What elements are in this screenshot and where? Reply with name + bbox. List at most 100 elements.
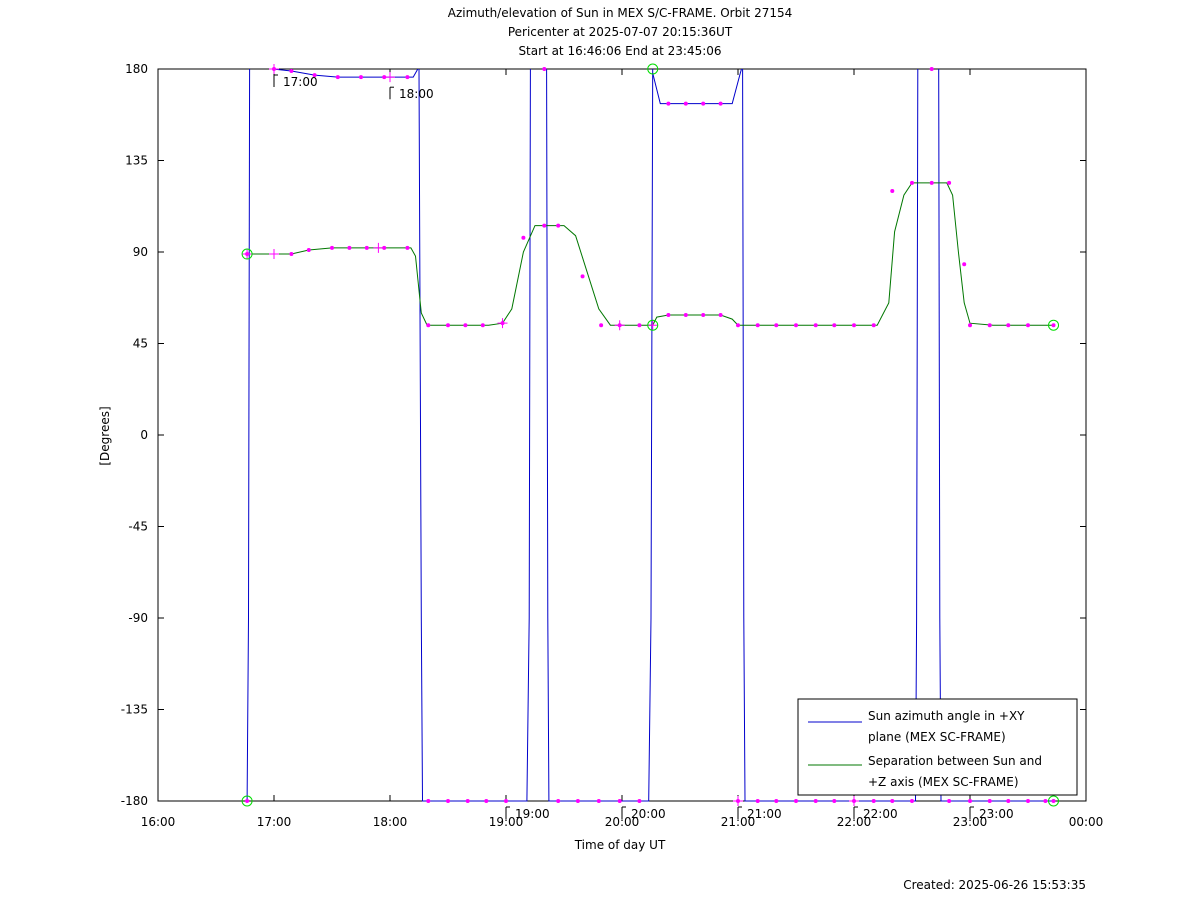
data-point-marker: [910, 180, 914, 185]
plus-marker: [733, 796, 743, 806]
data-point-marker: [465, 799, 470, 803]
endpoint-ring-marker: [647, 319, 659, 331]
data-point-marker: [542, 223, 547, 228]
data-point-marker: [1051, 799, 1056, 803]
data-point-marker: [683, 101, 688, 106]
series-line-azimuth: [742, 69, 919, 802]
plus-marker: [269, 64, 279, 74]
data-point-marker: [666, 101, 671, 106]
data-point-marker: [1026, 323, 1030, 328]
data-point-marker: [556, 799, 561, 803]
y-tick-label: 180: [125, 62, 148, 76]
data-point-marker: [813, 799, 818, 803]
data-point-marker: [666, 313, 671, 318]
data-point-marker: [542, 67, 547, 71]
hour-annotation-label: 21:00: [747, 807, 782, 821]
series-layer: [246, 69, 1054, 802]
data-point-marker: [446, 799, 450, 803]
plot-frame: [157, 68, 1087, 802]
hour-annotation-label: 19:00: [515, 807, 550, 821]
hour-annotation-label: 20:00: [631, 807, 666, 821]
data-point-marker: [929, 180, 934, 185]
legend-label-separation-2: +Z axis (MEX SC-FRAME): [868, 775, 1019, 789]
data-point-marker: [794, 799, 798, 803]
data-point-marker: [683, 313, 688, 318]
data-point-marker: [364, 245, 369, 250]
endpoint-ring-marker: [1048, 319, 1060, 331]
x-tick-label: 23:00: [953, 815, 988, 829]
data-point-marker: [289, 252, 294, 257]
data-point-marker: [575, 799, 580, 803]
data-point-marker: [832, 323, 837, 328]
data-point-marker: [330, 245, 334, 250]
legend-label-separation-1: Separation between Sun and: [868, 754, 1042, 768]
legend-box: [797, 698, 1078, 796]
plus-marker: [242, 249, 253, 260]
title-line-2: Pericenter at 2025-07-07 20:15:36UT: [508, 25, 733, 39]
x-tick-label: 20:00: [605, 815, 640, 829]
y-tick-label: -135: [121, 703, 148, 717]
data-point-marker: [987, 799, 992, 803]
data-point-marker: [718, 313, 723, 318]
data-point-marker: [426, 799, 431, 803]
hour-annotations: 17:00 18:00 19:00 20:00 21:00 22:00 23:00: [273, 74, 1014, 821]
data-point-marker: [947, 180, 952, 185]
data-point-marker: [718, 101, 723, 106]
hour-annotation-label: 22:00: [863, 807, 898, 821]
series-line-separation: [247, 182, 1054, 326]
endpoint-ring-marker: [241, 248, 253, 260]
data-point-marker: [968, 799, 972, 803]
data-point-marker: [405, 75, 410, 80]
title-line-1: Azimuth/elevation of Sun in MEX S/C-FRAM…: [448, 6, 793, 20]
data-point-marker: [289, 69, 294, 74]
endpoint-ring-marker: [241, 795, 253, 807]
data-point-marker: [382, 75, 387, 80]
y-tick-label: 45: [133, 337, 148, 351]
chart-title: Azimuth/elevation of Sun in MEX S/C-FRAM…: [448, 6, 793, 58]
created-timestamp: Created: 2025-06-26 15:53:35: [903, 878, 1086, 892]
data-point-marker: [755, 799, 760, 803]
data-point-marker: [1026, 799, 1030, 803]
x-tick-label: 17:00: [257, 815, 292, 829]
plus-marker: [269, 249, 279, 260]
data-point-marker: [382, 245, 387, 250]
data-point-marker: [871, 323, 876, 328]
data-point-marker: [463, 323, 468, 328]
data-point-marker: [701, 313, 706, 318]
data-point-marker: [617, 799, 622, 803]
data-point-marker: [1051, 323, 1056, 328]
data-point-marker: [347, 245, 352, 250]
data-point-marker: [596, 799, 601, 803]
data-point-marker: [968, 323, 972, 328]
data-point-marker: [335, 75, 340, 80]
series-line-azimuth: [246, 69, 251, 802]
y-tick-label: 90: [133, 245, 148, 259]
y-axis-label: [Degrees]: [98, 406, 112, 465]
legend-label-azimuth-1: Sun azimuth angle in +XY: [868, 709, 1025, 723]
data-point-marker: [480, 323, 485, 328]
data-point-marker: [521, 235, 526, 240]
y-tick-label: -45: [128, 520, 148, 534]
data-point-marker: [1006, 799, 1011, 803]
data-point-marker: [774, 799, 779, 803]
plus-marker: [385, 72, 395, 83]
x-tick-label: 19:00: [489, 815, 524, 829]
plus-marker: [373, 242, 384, 253]
plus-marker: [497, 318, 508, 329]
series-line-azimuth: [546, 69, 654, 802]
y-tick-label: -180: [121, 794, 148, 808]
data-point-marker: [947, 799, 952, 803]
data-point-marker: [813, 323, 818, 328]
data-point-marker: [890, 189, 895, 193]
x-tick-label: 00:00: [1069, 815, 1104, 829]
legend: Sun azimuth angle in +XY plane (MEX SC-F…: [797, 698, 1078, 796]
endpoint-ring-marker: [647, 63, 659, 75]
data-point-marker: [987, 323, 992, 328]
data-point-marker: [701, 101, 706, 106]
data-point-marker: [359, 75, 363, 80]
data-point-marker: [736, 323, 740, 328]
data-point-marker: [504, 799, 508, 803]
data-point-marker: [405, 245, 410, 250]
data-point-marker: [755, 323, 760, 328]
